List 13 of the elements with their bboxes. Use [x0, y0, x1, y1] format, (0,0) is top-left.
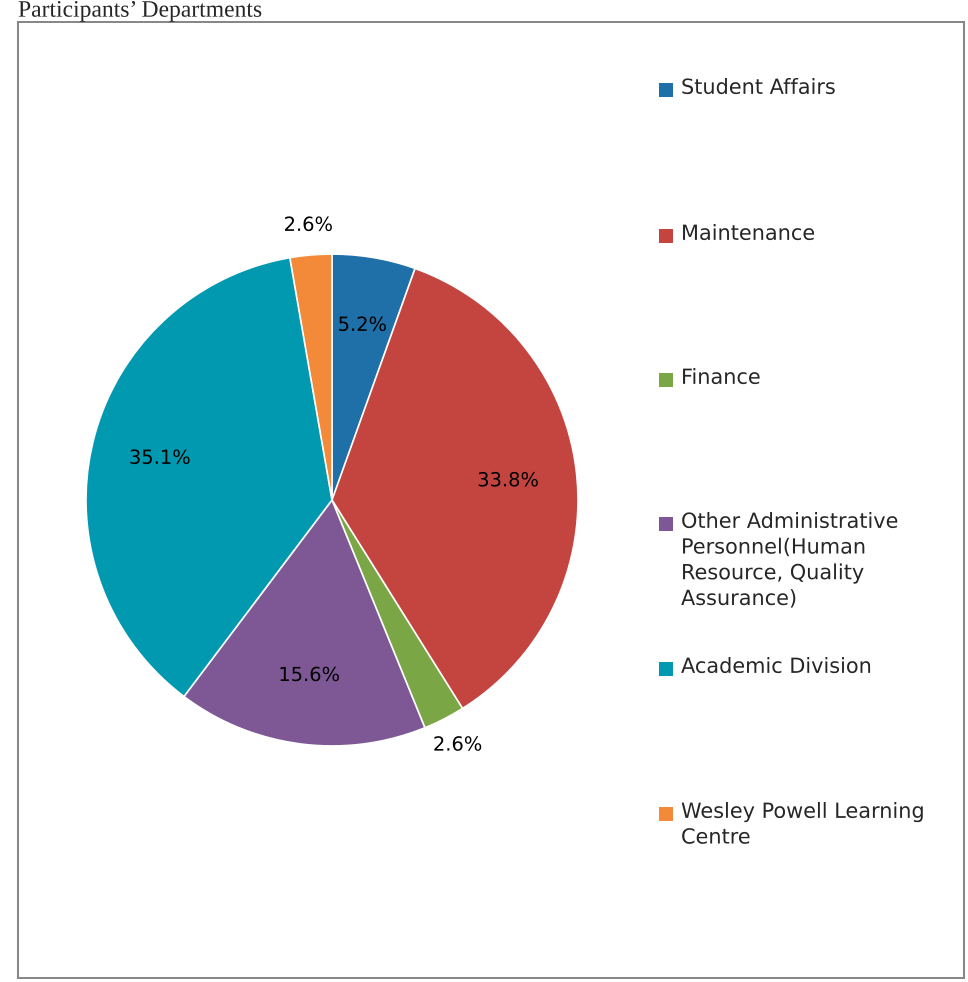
legend-label: Student Affairs	[682, 78, 835, 94]
data-label: 2.6%	[434, 736, 482, 751]
data-label: 15.6%	[280, 666, 340, 682]
data-label: 5.2%	[339, 316, 386, 332]
legend-label: Other Administrative Personnel(Human Resource, Quality Assurance)	[681, 512, 898, 608]
chart-title: Participants’ Departments	[18, 0, 262, 22]
legend-label: Wesley Powell Learning Centre	[682, 802, 923, 844]
legend-label: Maintenance	[683, 224, 814, 240]
data-label: 33.8%	[478, 472, 538, 487]
data-label: 35.1%	[130, 449, 190, 464]
legend-label: Finance	[683, 368, 760, 384]
data-label: 2.6%	[285, 216, 332, 232]
legend-label: Academic Division	[681, 657, 870, 674]
